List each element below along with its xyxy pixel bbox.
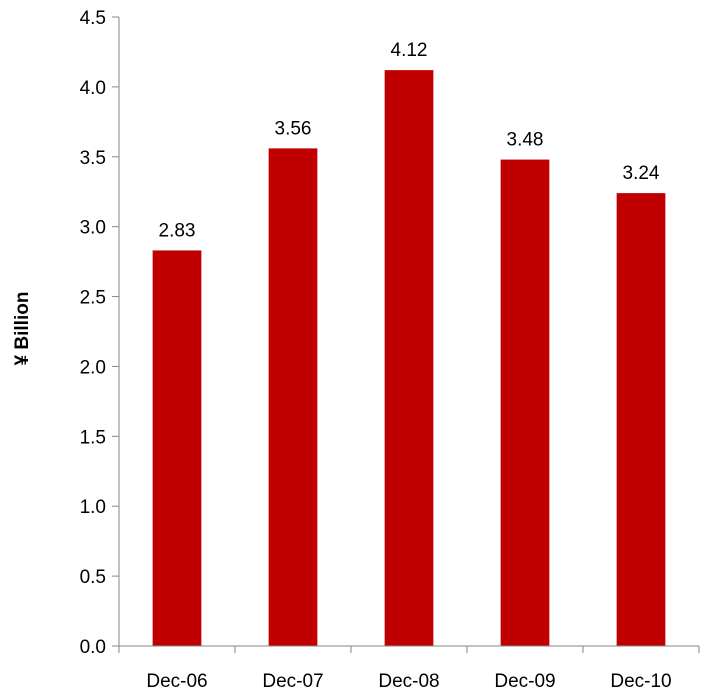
- data-labels: 2.83 3.56 4.12 3.48 3.24: [159, 40, 660, 241]
- x-axis-tick-labels: Dec-06 Dec-07 Dec-08 Dec-09 Dec-10: [146, 671, 671, 692]
- data-label: 2.83: [159, 220, 196, 241]
- bar-dec-09: [500, 159, 550, 646]
- y-tick-label: 4.5: [80, 8, 106, 29]
- x-tick-label: Dec-08: [378, 671, 439, 692]
- y-tick-label: 0.5: [80, 567, 106, 588]
- x-tick-label: Dec-07: [262, 671, 323, 692]
- y-tick-label: 3.5: [80, 148, 106, 169]
- x-tick-label: Dec-10: [610, 671, 671, 692]
- data-label: 3.24: [623, 163, 660, 184]
- bars: [152, 70, 666, 647]
- y-tick-label: 2.5: [80, 288, 106, 309]
- y-tick-label: 2.0: [80, 357, 106, 378]
- y-tick-label: 3.0: [80, 218, 106, 239]
- y-axis-title: ¥ Billion: [12, 292, 33, 366]
- y-tick-label: 1.5: [80, 427, 106, 448]
- y-axis-ticks: [112, 16, 119, 647]
- y-tick-label: 0.0: [80, 637, 106, 658]
- data-label: 3.56: [275, 118, 312, 139]
- data-label: 3.48: [507, 130, 544, 151]
- x-axis-ticks: [118, 646, 700, 653]
- x-tick-label: Dec-09: [494, 671, 555, 692]
- bar-dec-07: [268, 148, 318, 646]
- y-tick-label: 4.0: [80, 78, 106, 99]
- bar-dec-08: [384, 70, 434, 647]
- x-tick-label: Dec-06: [146, 671, 207, 692]
- data-label: 4.12: [391, 40, 428, 61]
- bar-dec-06: [152, 250, 202, 646]
- bar-dec-10: [616, 193, 666, 646]
- y-tick-label: 1.0: [80, 497, 106, 518]
- y-axis-tick-labels: 0.0 0.5 1.0 1.5 2.0 2.5 3.0 3.5 4.0 4.5: [80, 8, 106, 658]
